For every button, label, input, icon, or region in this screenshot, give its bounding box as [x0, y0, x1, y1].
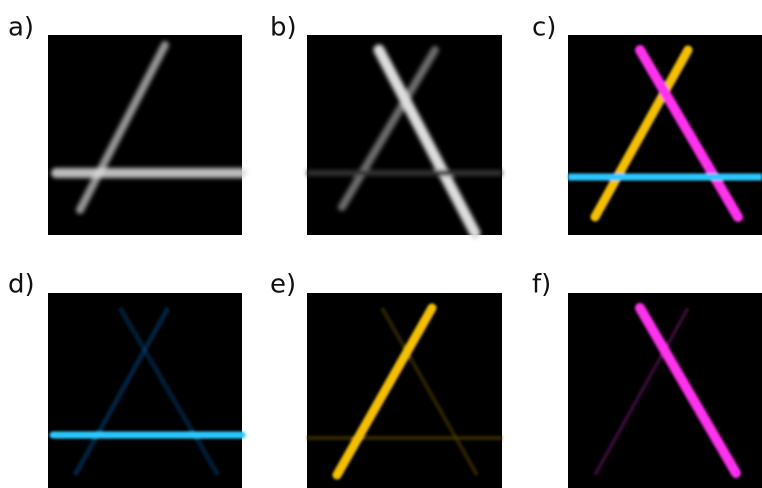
panel-b: [307, 35, 502, 235]
panel-e: [307, 293, 502, 488]
panel-label: d): [8, 270, 35, 300]
panel-d: [48, 293, 242, 488]
page: {"panels": [{"label": "a)"}, {"label": "…: [0, 0, 762, 488]
figure: a) b) c) d) e): [0, 0, 762, 488]
panel-background: [307, 35, 502, 235]
panel-background: [48, 35, 242, 235]
panel-label: a): [8, 13, 34, 43]
panel-label: c): [532, 13, 556, 43]
panel-background: [307, 293, 502, 488]
panel-f: [568, 293, 762, 488]
panel-background: [48, 293, 242, 488]
panel-label: f): [532, 270, 551, 300]
panel-a: [48, 35, 242, 235]
panel-label: b): [270, 13, 297, 43]
panel-c: [568, 35, 762, 235]
panel-label: e): [270, 270, 296, 300]
